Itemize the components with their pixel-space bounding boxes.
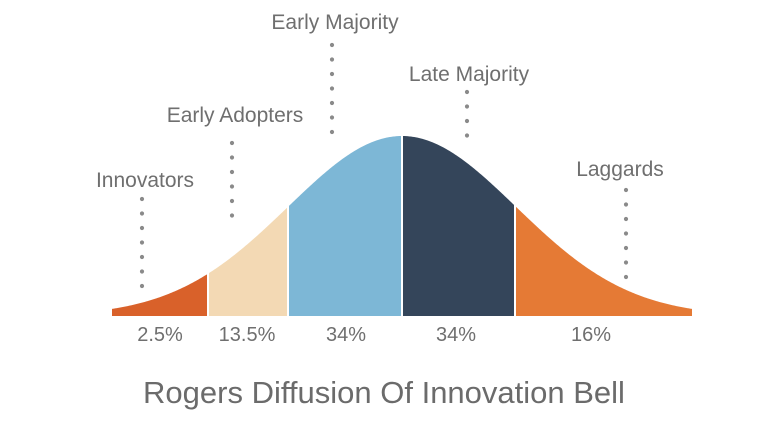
leader-dot [329,86,335,91]
leader-dot [329,100,335,106]
percent-innovators: 2.5% [137,324,183,346]
label-early-majority: Early Majority [271,11,399,34]
percent-early-adopters: 13.5% [219,324,276,346]
leader-early-adopters [229,140,235,218]
leader-dot [329,71,335,77]
leader-dot [464,118,470,124]
leader-dot [623,187,629,193]
leader-laggards [623,187,629,280]
leader-dot [623,216,629,222]
leader-dot [229,213,235,218]
leader-early-majority [329,42,335,135]
leader-dot [329,115,335,120]
percent-laggards: 16% [571,324,611,346]
leader-dot [229,155,235,160]
leader-dot [139,196,145,202]
leader-dot [623,274,629,280]
segment-late-majority [402,136,515,316]
leader-dot [464,104,470,109]
leader-dot [139,254,145,260]
leader-dot [623,245,629,251]
leader-dot [229,184,235,189]
leader-dot [139,240,145,245]
label-innovators: Innovators [96,169,194,192]
leader-dot [229,140,235,146]
leader-dot [229,198,235,204]
segment-laggards [515,205,692,316]
segment-early-majority [288,136,402,316]
leader-innovators [139,196,145,289]
label-early-adopters: Early Adopters [167,104,304,127]
leader-dot [623,231,629,236]
leader-dot [139,269,145,274]
segment-early-adopters [208,206,288,316]
leader-lines [139,42,629,289]
leader-dot [139,211,145,216]
segment-dividers [207,135,516,317]
leader-dot [229,169,235,175]
percent-early-majority: 34% [326,324,366,346]
leader-dot [329,129,335,135]
label-late-majority: Late Majority [409,63,530,86]
leader-dot [464,133,470,138]
bell-curve [112,136,692,316]
leader-dot [329,42,335,48]
leader-dot [623,260,629,265]
leader-dot [139,225,145,231]
leader-dot [139,283,145,289]
segment-innovators [112,273,208,316]
percent-late-majority: 34% [436,324,476,346]
leader-late-majority [464,89,470,138]
diagram-title: Rogers Diffusion Of Innovation Bell [143,375,625,410]
leader-dot [329,57,335,62]
leader-dot [464,89,470,95]
label-laggards: Laggards [576,158,664,181]
leader-dot [623,202,629,207]
